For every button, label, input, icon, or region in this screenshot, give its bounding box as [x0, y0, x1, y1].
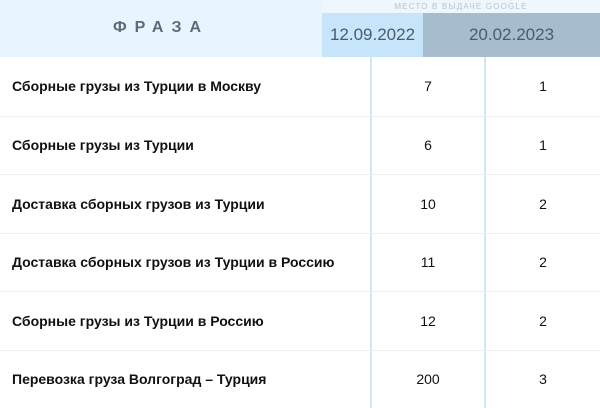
- date2-column-header: 20.02.2023: [423, 13, 600, 57]
- phrase-cell: Перевозка груза Волгоград – Турция: [12, 371, 267, 388]
- table-row: Перевозка груза Волгоград – Турция 200 3: [0, 349, 600, 408]
- position-date2-cell: 1: [539, 78, 547, 95]
- position-date2-cell: 2: [539, 195, 547, 212]
- google-position-group-header: МЕСТО В ВЫДАЧЕ GOOGLE: [322, 0, 600, 13]
- phrase-header-label: ФРАЗА: [112, 18, 210, 36]
- position-date2-cell: 2: [539, 312, 547, 329]
- position-date2-cell: 3: [539, 371, 547, 388]
- phrase-cell: Доставка сборных грузов из Турции в Росс…: [12, 254, 335, 271]
- table-row: Сборные грузы из Турции в Россию 12 2: [0, 291, 600, 350]
- date1-column-header: 12.09.2022: [322, 13, 423, 57]
- phrase-cell: Сборные грузы из Турции: [12, 137, 194, 154]
- phrase-column-header: ФРАЗА: [0, 0, 322, 57]
- position-date1-cell: 200: [370, 350, 486, 408]
- position-date1-cell: 6: [370, 116, 486, 174]
- position-date1-cell: 12: [370, 292, 486, 350]
- table-row: Сборные грузы из Турции 6 1: [0, 115, 600, 174]
- table-body: Сборные грузы из Турции в Москву 7 1 Сборн…: [0, 57, 600, 408]
- position-date1-cell: 11: [370, 233, 486, 291]
- table-header: ФРАЗА МЕСТО В ВЫДАЧЕ GOOGLE 12.09.2022 2…: [0, 0, 600, 57]
- table-row: Доставка сборных грузов из Турции в Росс…: [0, 232, 600, 291]
- position-date2-cell: 1: [539, 137, 547, 154]
- phrase-cell: Сборные грузы из Турции в Россию: [12, 312, 264, 329]
- table-row: Доставка сборных грузов из Турции 10 2: [0, 174, 600, 233]
- table-row: Сборные грузы из Турции в Москву 7 1: [0, 57, 600, 116]
- phrase-cell: Сборные грузы из Турции в Москву: [12, 78, 262, 95]
- position-date2-cell: 2: [539, 254, 547, 271]
- position-date1-cell: 7: [370, 57, 486, 116]
- position-date1-cell: 10: [370, 175, 486, 233]
- phrase-cell: Доставка сборных грузов из Турции: [12, 195, 265, 212]
